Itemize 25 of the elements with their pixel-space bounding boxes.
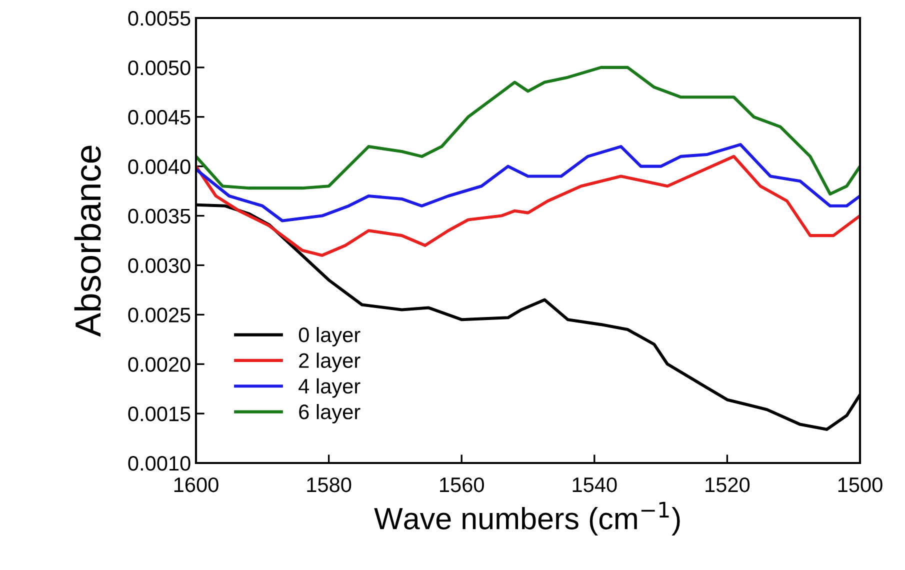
y-tick-label: 0.0050 <box>128 60 190 76</box>
x-tick-label: 1600 <box>174 477 218 492</box>
x-tick-label: 1580 <box>307 477 352 492</box>
line-series <box>196 143 860 222</box>
y-tick-label: 0.0025 <box>128 308 190 322</box>
y-axis-title: Absorbance <box>74 146 101 337</box>
y-tick-label: 0.0030 <box>128 258 190 273</box>
y-tick-label: 0.0015 <box>128 406 190 422</box>
legend-label: 4 layer <box>298 378 360 398</box>
x-axis-title: Wave numbers (cm$^{−1}$) <box>374 502 680 536</box>
legend-label: 2 layer <box>299 352 360 372</box>
x-tick-label: 1540 <box>572 477 617 492</box>
y-tick-label: 0.0010 <box>128 456 190 471</box>
x-tick-label: 1500 <box>838 477 882 492</box>
y-tick-label: 0.0035 <box>128 208 190 224</box>
y-tick-label: 0.0040 <box>128 159 190 174</box>
line-series <box>196 154 860 257</box>
line-series <box>196 66 860 196</box>
legend-label: 0 layer <box>298 326 360 346</box>
y-tick-label: 0.0055 <box>128 11 190 26</box>
x-tick-label: 1560 <box>440 477 484 492</box>
y-tick-label: 0.0045 <box>128 110 190 125</box>
y-tick-label: 0.0020 <box>128 357 190 372</box>
x-tick-label: 1520 <box>706 477 750 492</box>
legend-label: 6 layer <box>299 404 360 424</box>
